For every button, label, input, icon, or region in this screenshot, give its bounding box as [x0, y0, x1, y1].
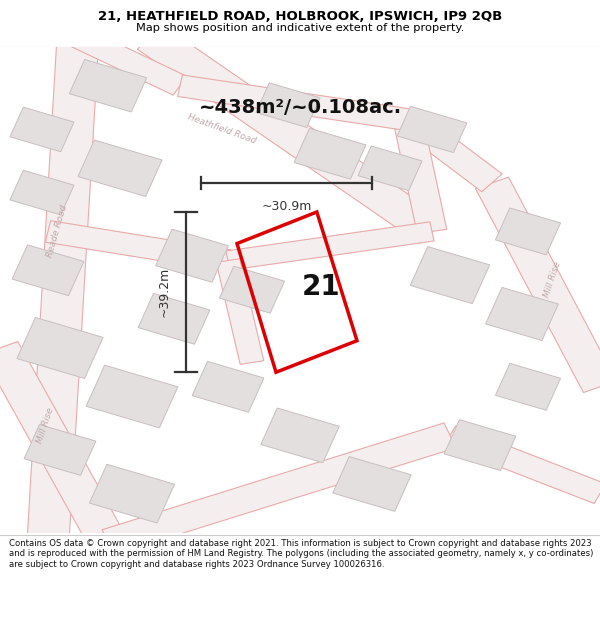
- Text: Mill Rise: Mill Rise: [542, 261, 562, 299]
- Polygon shape: [485, 288, 559, 341]
- Polygon shape: [71, 28, 187, 95]
- Polygon shape: [397, 106, 467, 152]
- Text: ~30.9m: ~30.9m: [262, 200, 311, 213]
- Polygon shape: [155, 229, 229, 282]
- Polygon shape: [17, 318, 103, 379]
- Text: ~438m²/~0.108ac.: ~438m²/~0.108ac.: [199, 98, 401, 117]
- Polygon shape: [444, 419, 516, 471]
- Text: Contains OS data © Crown copyright and database right 2021. This information is : Contains OS data © Crown copyright and d…: [9, 539, 593, 569]
- Polygon shape: [398, 111, 502, 192]
- Text: Mill Rise: Mill Rise: [35, 407, 55, 445]
- Polygon shape: [393, 118, 447, 234]
- Polygon shape: [178, 75, 410, 131]
- Polygon shape: [475, 177, 600, 392]
- Polygon shape: [69, 59, 147, 112]
- Polygon shape: [89, 464, 175, 523]
- Polygon shape: [333, 456, 411, 511]
- Polygon shape: [138, 293, 210, 344]
- Polygon shape: [86, 365, 178, 428]
- Polygon shape: [12, 245, 84, 296]
- Polygon shape: [102, 423, 456, 554]
- Polygon shape: [10, 107, 74, 152]
- Polygon shape: [192, 361, 264, 413]
- Polygon shape: [294, 128, 366, 179]
- Polygon shape: [496, 208, 560, 255]
- Text: ~39.2m: ~39.2m: [158, 267, 171, 318]
- Text: Reade Road: Reade Road: [45, 204, 69, 259]
- Polygon shape: [46, 221, 230, 271]
- Text: Heathfield Road: Heathfield Road: [187, 113, 257, 146]
- Polygon shape: [256, 83, 320, 127]
- Polygon shape: [0, 341, 126, 549]
- Polygon shape: [220, 266, 284, 313]
- Polygon shape: [444, 426, 600, 504]
- Polygon shape: [496, 363, 560, 410]
- Polygon shape: [410, 247, 490, 304]
- Polygon shape: [358, 146, 422, 191]
- Polygon shape: [137, 25, 445, 243]
- Polygon shape: [24, 424, 96, 476]
- Polygon shape: [261, 408, 339, 462]
- Text: Map shows position and indicative extent of the property.: Map shows position and indicative extent…: [136, 22, 464, 32]
- Polygon shape: [10, 170, 74, 215]
- Polygon shape: [78, 140, 162, 196]
- Polygon shape: [27, 36, 99, 543]
- Polygon shape: [216, 259, 264, 364]
- Text: 21: 21: [302, 273, 340, 301]
- Polygon shape: [226, 222, 434, 270]
- Text: 21, HEATHFIELD ROAD, HOLBROOK, IPSWICH, IP9 2QB: 21, HEATHFIELD ROAD, HOLBROOK, IPSWICH, …: [98, 10, 502, 23]
